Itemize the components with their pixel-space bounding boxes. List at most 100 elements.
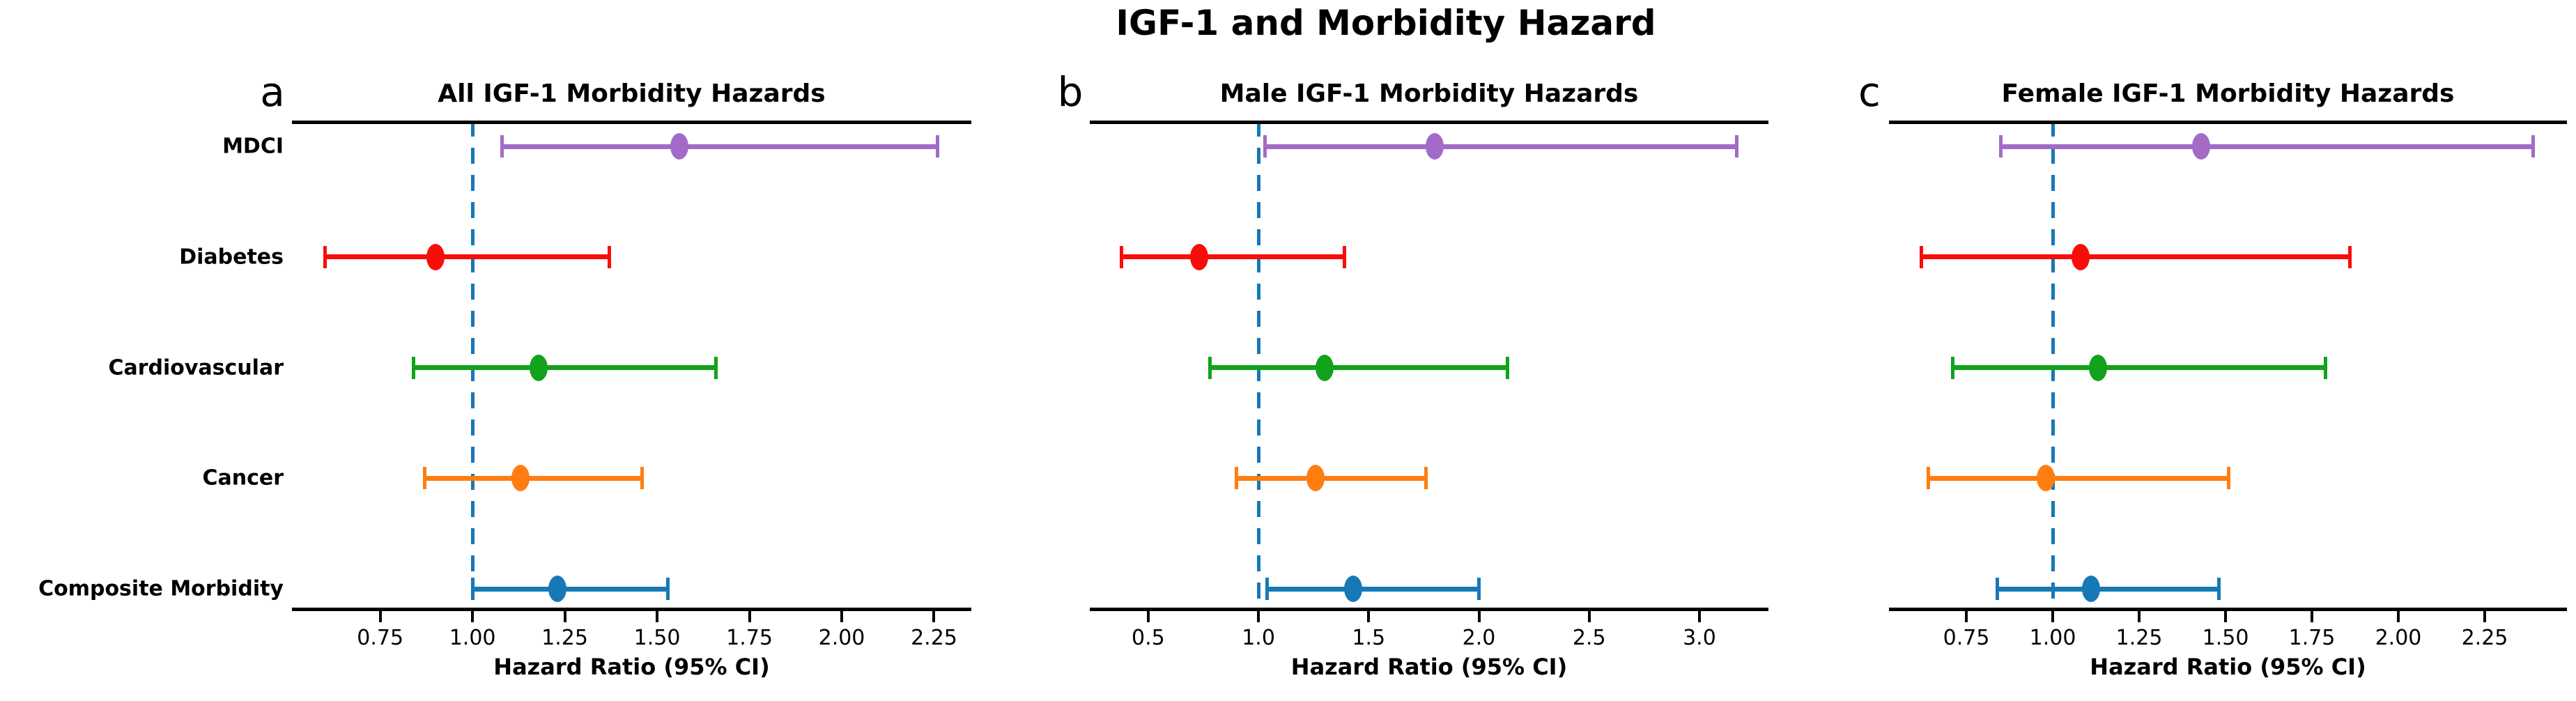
ci-cap-low xyxy=(411,356,415,379)
x-tick xyxy=(2051,611,2055,622)
x-tick-label: 1.00 xyxy=(449,626,496,650)
ci-cap-high xyxy=(714,356,718,379)
row-label-diabetes: Diabetes xyxy=(179,245,284,270)
x-tick-label: 0.75 xyxy=(357,626,404,650)
ci-line-cancer xyxy=(1236,475,1426,481)
ci-cap-high xyxy=(666,578,670,600)
x-tick xyxy=(2311,611,2313,622)
ci-line-composite-morbidity xyxy=(472,586,668,592)
ci-cap-low xyxy=(1265,578,1270,600)
x-tick-label: 1.25 xyxy=(2115,626,2163,650)
row-label-mdci: MDCI xyxy=(222,134,284,159)
x-tick-label: 1.75 xyxy=(726,626,773,650)
ci-cap-low xyxy=(422,467,426,490)
point-marker-composite-morbidity xyxy=(2081,576,2100,602)
ci-cap-low xyxy=(1950,356,1954,379)
panel-letter: c xyxy=(1858,68,1881,116)
point-marker-mdci xyxy=(1426,133,1444,160)
bottom-spine xyxy=(292,608,971,611)
ci-line-cancer xyxy=(1928,475,2229,481)
x-tick xyxy=(656,611,659,622)
x-tick-label: 2.25 xyxy=(911,626,957,650)
point-marker-cancer xyxy=(511,465,530,492)
ci-cap-high xyxy=(1735,135,1739,157)
point-marker-cardiovascular xyxy=(2088,354,2107,381)
ci-line-cancer xyxy=(424,475,642,481)
ci-line-mdci xyxy=(2000,144,2533,149)
ci-cap-low xyxy=(500,135,504,157)
point-marker-diabetes xyxy=(2071,243,2090,270)
x-tick-label: 1.00 xyxy=(2029,626,2076,650)
bottom-spine xyxy=(1889,608,2567,611)
x-tick-label: 1.50 xyxy=(2202,626,2249,650)
x-tick-label: 1.0 xyxy=(1242,626,1275,650)
ci-line-mdci xyxy=(1265,144,1737,149)
ci-cap-high xyxy=(1506,356,1510,379)
ci-cap-low xyxy=(323,245,327,268)
x-tick xyxy=(1257,611,1260,622)
ci-cap-high xyxy=(1477,578,1481,600)
ci-line-diabetes xyxy=(1121,254,1345,260)
ci-cap-high xyxy=(2324,356,2328,379)
point-marker-diabetes xyxy=(1189,243,1208,270)
x-tick-label: 2.5 xyxy=(1572,626,1606,650)
ci-line-diabetes xyxy=(325,254,610,260)
ci-cap-high xyxy=(2348,245,2352,268)
x-tick-label: 2.25 xyxy=(2461,626,2508,650)
figure-title: IGF-1 and Morbidity Hazard xyxy=(1116,3,1656,43)
ci-line-mdci xyxy=(502,144,938,149)
x-axis-label: Hazard Ratio (95% CI) xyxy=(1290,654,1568,680)
x-tick xyxy=(748,611,751,622)
x-axis-label: Hazard Ratio (95% CI) xyxy=(493,654,770,680)
ci-line-cardiovascular xyxy=(1952,365,2326,370)
point-marker-composite-morbidity xyxy=(548,576,566,602)
row-label-cardiovascular: Cardiovascular xyxy=(108,355,284,380)
ci-cap-low xyxy=(1920,245,1924,268)
ci-cap-low xyxy=(1208,356,1212,379)
ci-cap-high xyxy=(2531,135,2535,157)
ci-cap-low xyxy=(1263,135,1267,157)
ci-cap-high xyxy=(607,245,611,268)
ci-cap-low xyxy=(1999,135,2003,157)
panel-letter: a xyxy=(260,68,285,116)
ci-cap-high xyxy=(936,135,940,157)
ci-cap-high xyxy=(1424,467,1428,490)
x-tick xyxy=(563,611,566,622)
top-spine xyxy=(1889,121,2567,124)
ci-line-composite-morbidity xyxy=(1997,586,2219,592)
point-marker-cancer xyxy=(2037,465,2056,492)
panel-letter: b xyxy=(1057,68,1083,116)
ci-line-composite-morbidity xyxy=(1267,586,1479,592)
x-tick xyxy=(1477,611,1481,622)
x-tick-label: 2.00 xyxy=(2375,626,2422,650)
point-marker-diabetes xyxy=(426,243,445,270)
panel-title: Female IGF-1 Morbidity Hazards xyxy=(2001,79,2455,108)
x-tick xyxy=(2396,611,2400,622)
x-tick-label: 1.25 xyxy=(541,626,588,650)
x-tick xyxy=(1965,611,1968,622)
x-tick xyxy=(932,611,936,622)
ci-cap-low xyxy=(470,578,475,600)
x-tick xyxy=(1587,611,1591,622)
ci-cap-high xyxy=(2216,578,2221,600)
x-tick xyxy=(1697,611,1701,622)
row-label-cancer: Cancer xyxy=(202,465,284,491)
ci-cap-low xyxy=(1927,467,1931,490)
ci-cap-high xyxy=(2227,467,2231,490)
panel-title: All IGF-1 Morbidity Hazards xyxy=(438,79,826,108)
x-tick xyxy=(1367,611,1371,622)
ci-cap-high xyxy=(640,467,645,490)
x-tick-label: 2.00 xyxy=(818,626,865,650)
x-tick xyxy=(2138,611,2141,622)
x-tick xyxy=(1146,611,1150,622)
x-tick-label: 1.50 xyxy=(633,626,681,650)
point-marker-mdci xyxy=(2192,133,2211,160)
x-tick xyxy=(2224,611,2228,622)
ci-line-cardiovascular xyxy=(1210,365,1508,370)
point-marker-cardiovascular xyxy=(530,354,548,381)
x-tick xyxy=(471,611,475,622)
panel-title: Male IGF-1 Morbidity Hazards xyxy=(1219,79,1639,108)
ci-line-cardiovascular xyxy=(413,365,716,370)
point-marker-cancer xyxy=(1306,465,1325,492)
